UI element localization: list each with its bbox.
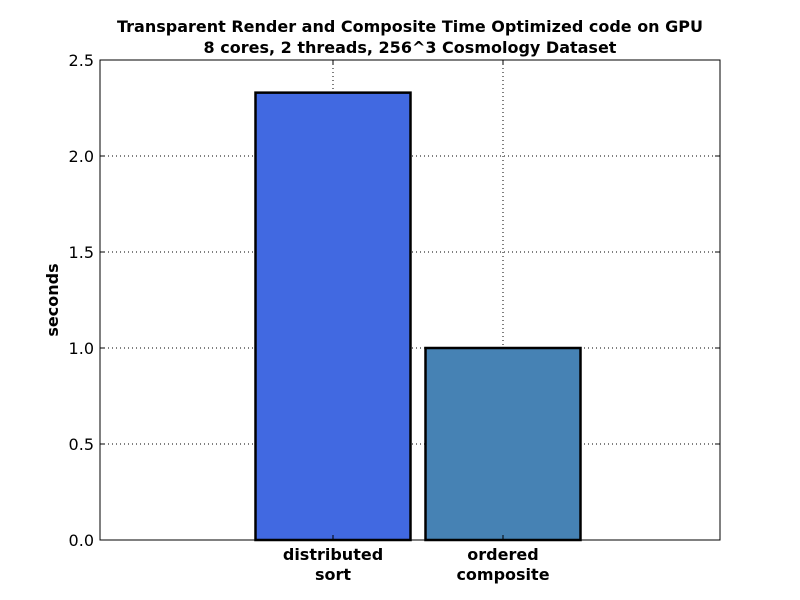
- plot-area-frame: [99, 59, 721, 541]
- x-tick-label: composite: [456, 565, 549, 584]
- chart-title: Transparent Render and Composite Time Op…: [117, 17, 703, 57]
- y-tick-label: 1.0: [69, 339, 94, 358]
- x-tick-label: distributed: [283, 545, 383, 564]
- chart-title-line-1: Transparent Render and Composite Time Op…: [117, 17, 703, 36]
- y-tick-label: 2.0: [69, 147, 94, 166]
- chart-title-line-2: 8 cores, 2 threads, 256^3 Cosmology Data…: [204, 38, 617, 57]
- y-axis-ticks: 0.0 0.5 1.0 1.5 2.0 2.5: [69, 51, 720, 550]
- y-tick-label: 0.0: [69, 531, 94, 550]
- x-tick-label: ordered: [467, 545, 538, 564]
- y-tick-label: 1.5: [69, 243, 94, 262]
- y-tick-label: 0.5: [69, 435, 94, 454]
- bars: [254, 91, 582, 542]
- x-tick-label: sort: [315, 565, 351, 584]
- bar-0: [254, 91, 412, 542]
- y-tick-label: 2.5: [69, 51, 94, 70]
- bar-1: [424, 346, 582, 542]
- y-axis-label: seconds: [43, 263, 62, 336]
